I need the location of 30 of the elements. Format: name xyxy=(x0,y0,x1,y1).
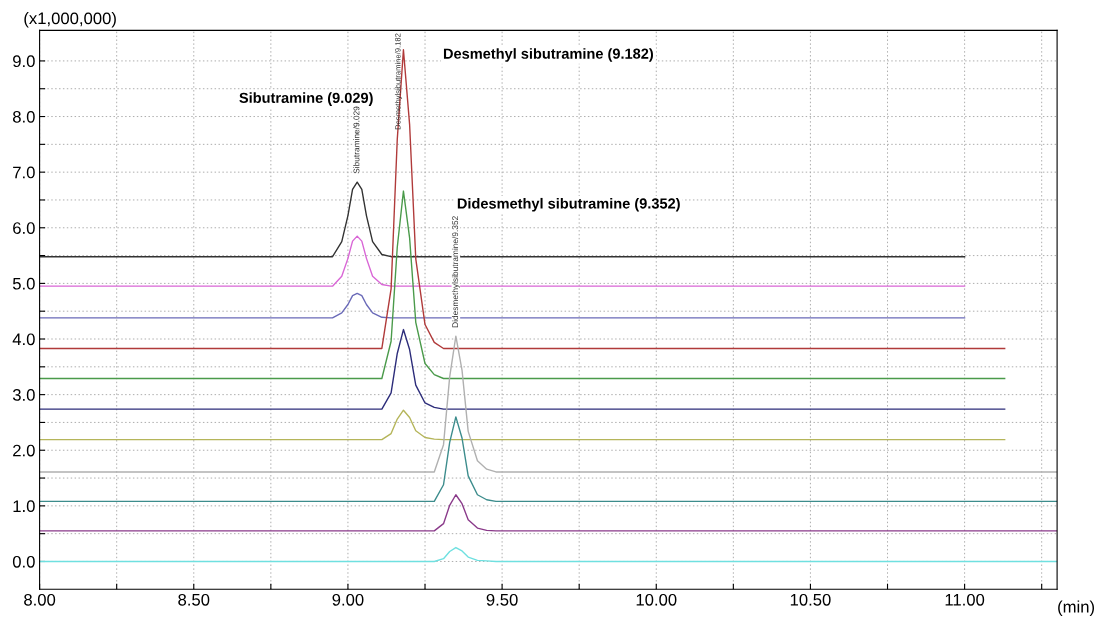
x-tick-label: 8.00 xyxy=(24,593,56,606)
line-series xyxy=(39,416,1058,503)
x-tick-label: 10.50 xyxy=(790,593,831,606)
line-series xyxy=(39,546,1058,563)
annotation: Didesmethyl sibutramine (9.352) xyxy=(457,197,680,212)
y-tick-label: 5.0 xyxy=(12,277,35,290)
x-axis-title: (min) xyxy=(1058,600,1095,616)
line-series xyxy=(39,190,1006,380)
x-tick-label: 9.50 xyxy=(486,593,518,606)
y-axis-title: (x1,000,000) xyxy=(24,12,116,28)
y-tick-label: 4.0 xyxy=(12,333,35,346)
x-tick-label: 8.50 xyxy=(178,593,210,606)
annotation: Sibutramine/9.029 xyxy=(353,106,360,174)
annotation: Sibutramine (9.029) xyxy=(239,92,373,106)
y-tick-label: 8.0 xyxy=(12,110,35,123)
x-tick-label: 11.00 xyxy=(945,593,985,606)
y-tick-label: 2.0 xyxy=(13,444,35,457)
y-tick-label: 6.0 xyxy=(13,222,35,234)
y-tick-label: 1.0 xyxy=(13,500,35,513)
line-series xyxy=(39,328,1006,410)
x-tick-label: 10.00 xyxy=(636,593,677,606)
line-series xyxy=(39,494,1058,532)
x-tick-label: 9.00 xyxy=(332,593,364,606)
y-tick-label: 0.0 xyxy=(12,555,35,568)
annotation: Didesmethylsibutramine/9.352 xyxy=(451,216,460,328)
y-tick-label: 7.0 xyxy=(13,166,35,179)
y-tick-label: 3.0 xyxy=(12,389,35,401)
line-series xyxy=(39,409,1006,441)
annotation: Desmethyl sibutramine (9.182) xyxy=(443,48,653,62)
y-tick-label: 9.0 xyxy=(13,55,35,68)
